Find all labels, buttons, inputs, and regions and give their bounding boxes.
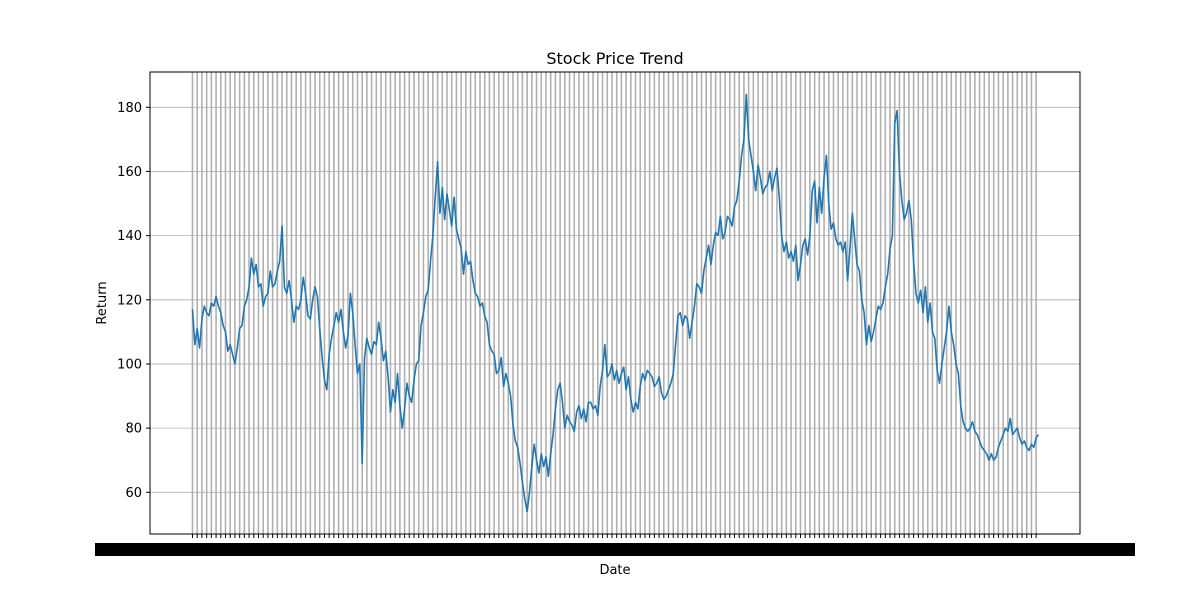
plot-frame [149, 71, 1081, 535]
y-tick-label: 180 [117, 101, 142, 116]
y-tick-label: 120 [117, 293, 142, 308]
y-tick-label: 60 [125, 486, 142, 501]
y-tick-label: 140 [117, 229, 142, 244]
price-series-line [191, 93, 1040, 513]
y-tick-label: 80 [125, 422, 142, 437]
x-tick-labels-overlap [95, 543, 1135, 556]
y-tick-label: 100 [117, 357, 142, 372]
y-axis-ticks: 60 80 100 120 140 160 180 [117, 101, 150, 501]
x-axis-ticks [95, 534, 1135, 556]
y-grid-lines [150, 106, 1080, 493]
series-lines [191, 93, 1040, 513]
chart-title: Stock Price Trend [546, 49, 683, 68]
x-grid-lines [191, 72, 1037, 534]
y-axis-label: Return [95, 281, 110, 324]
x-axis-label: Date [599, 563, 630, 578]
y-tick-label: 160 [117, 165, 142, 180]
